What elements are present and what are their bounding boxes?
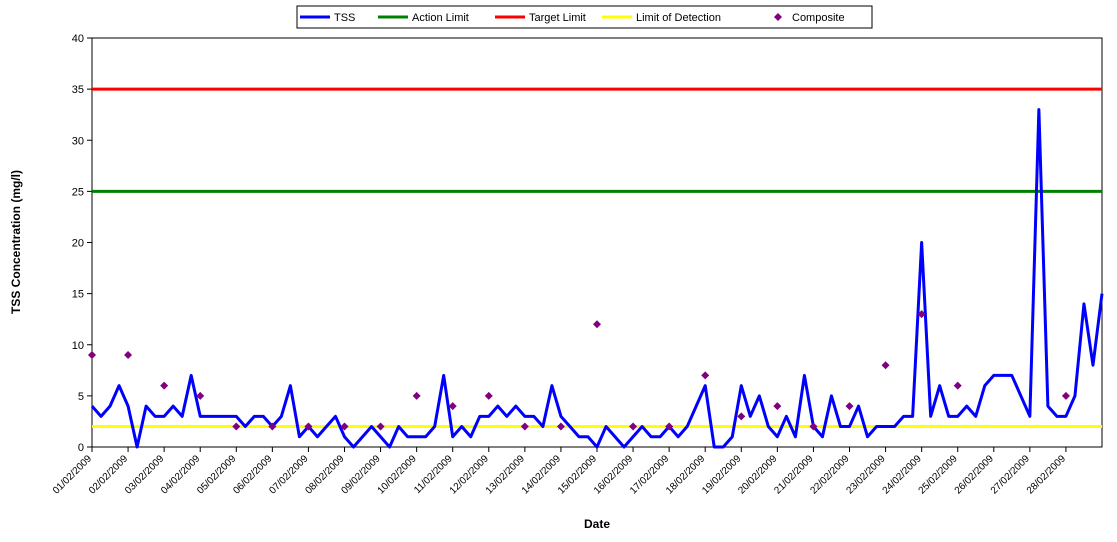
composite-point xyxy=(737,412,746,421)
composite-point xyxy=(232,422,241,431)
x-axis-title: Date xyxy=(584,517,610,531)
y-tick-label: 5 xyxy=(78,391,84,403)
composite-point xyxy=(376,422,385,431)
x-tick-label: 10/02/2009 xyxy=(376,453,419,496)
composite-point xyxy=(629,422,638,431)
legend-label: TSS xyxy=(334,12,355,24)
y-tick-label: 20 xyxy=(72,238,84,250)
tss-line xyxy=(90,108,1104,449)
legend-label: Composite xyxy=(792,12,845,24)
legend-marker xyxy=(774,13,782,21)
y-tick-label: 30 xyxy=(72,135,84,147)
y-tick-label: 15 xyxy=(72,289,84,301)
composite-point xyxy=(1061,391,1070,400)
composite-point xyxy=(304,422,313,431)
composite-point xyxy=(809,422,818,431)
composite-point xyxy=(953,381,962,390)
composite-point xyxy=(881,361,890,370)
composite-point xyxy=(665,422,674,431)
y-tick-label: 0 xyxy=(78,442,84,454)
composite-point xyxy=(196,391,205,400)
composite-point xyxy=(448,402,457,411)
composite-point xyxy=(520,422,529,431)
composite-point xyxy=(556,422,565,431)
legend-label: Limit of Detection xyxy=(636,12,721,24)
composite-point xyxy=(845,402,854,411)
legend-label: Target Limit xyxy=(529,12,586,24)
composite-point xyxy=(124,350,133,359)
y-tick-label: 25 xyxy=(72,186,84,198)
composite-point xyxy=(701,371,710,380)
composite-point xyxy=(160,381,169,390)
composite-point xyxy=(340,422,349,431)
y-axis-title: TSS Concentration (mg/l) xyxy=(9,170,23,314)
y-tick-label: 10 xyxy=(72,340,84,352)
composite-point xyxy=(268,422,277,431)
y-tick-label: 40 xyxy=(72,33,84,45)
composite-point xyxy=(773,402,782,411)
legend-label: Action Limit xyxy=(412,12,469,24)
composite-point xyxy=(593,320,601,329)
legend xyxy=(296,5,873,29)
plot-area xyxy=(91,37,1103,448)
composite-point xyxy=(917,310,926,319)
composite-point xyxy=(88,350,96,359)
x-tick-label: 28/02/2009 xyxy=(1025,453,1068,496)
composite-point xyxy=(412,391,421,400)
composite-point xyxy=(484,391,493,400)
y-tick-label: 35 xyxy=(72,84,84,96)
